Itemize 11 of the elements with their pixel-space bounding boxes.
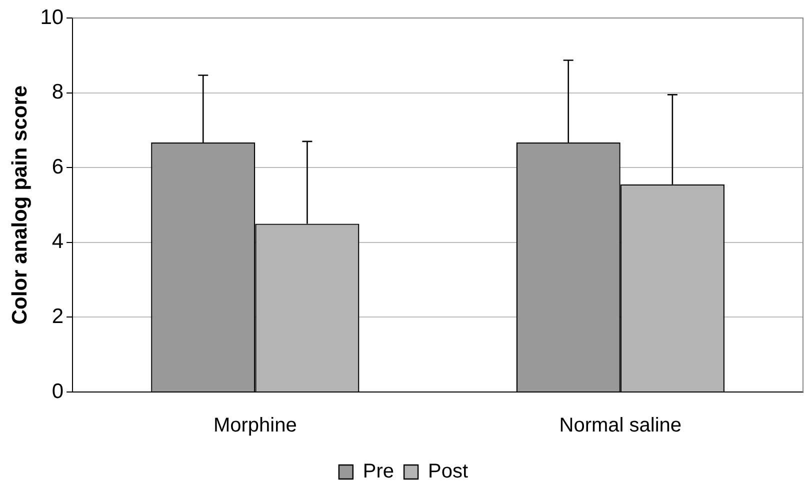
y-tick-label: 10 [40,6,64,29]
x-tick-label: Morphine [213,414,297,437]
y-tick-label: 2 [52,304,64,328]
y-tick-label: 4 [52,230,64,254]
legend-label: Pre [362,460,394,483]
y-tick-label: 8 [52,80,64,104]
y-axis-title: Color analog pain score [8,85,32,325]
x-tick-label: Normal saline [559,414,682,437]
y-tick-label: 6 [52,155,64,178]
y-tick-label: 0 [52,380,64,403]
legend-label: Post [428,460,469,483]
